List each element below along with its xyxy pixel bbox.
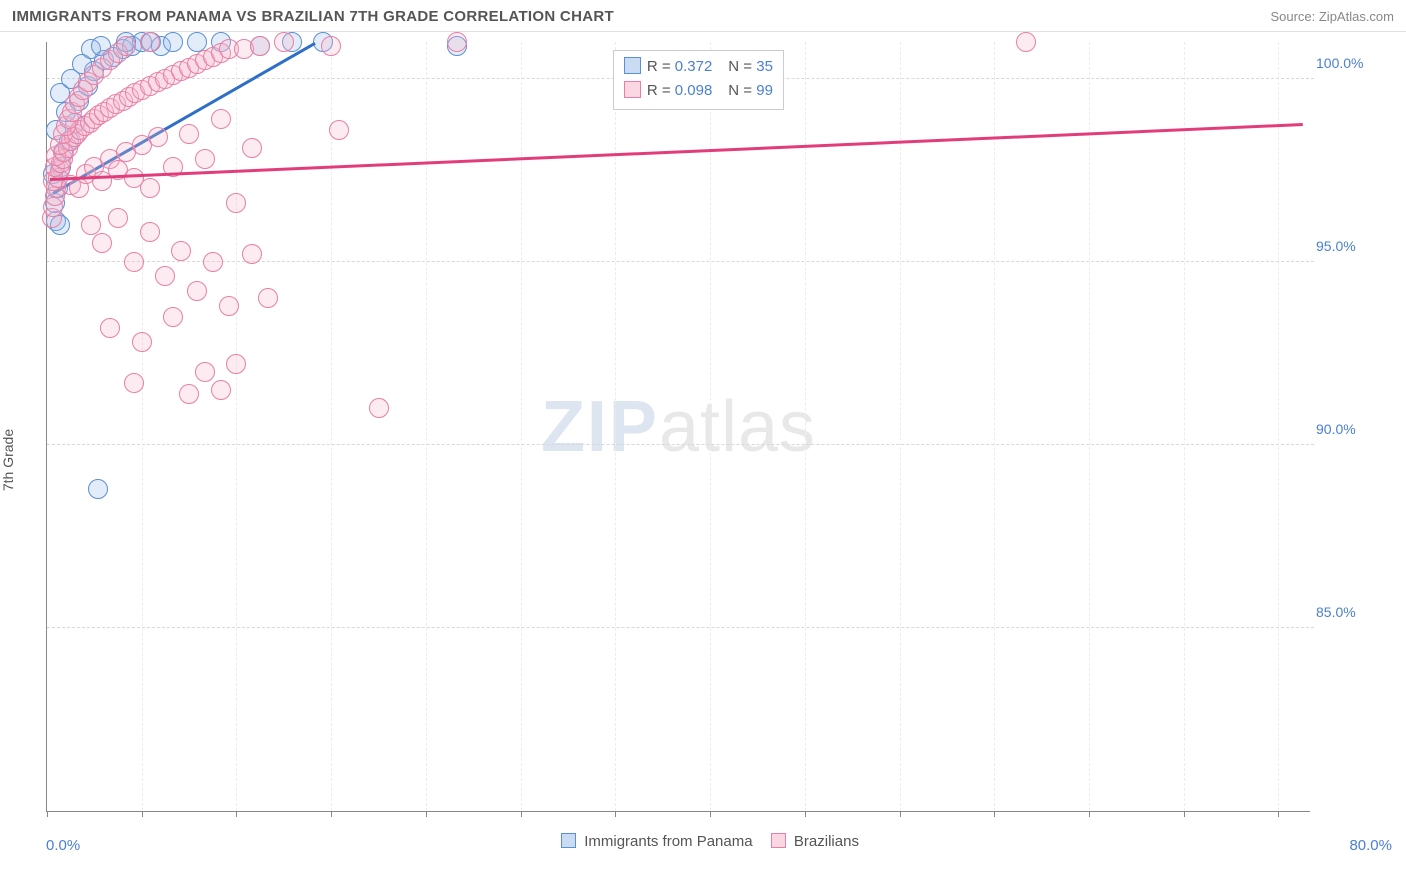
legend-swatch-icon (771, 833, 786, 848)
scatter-point-brazil (1016, 32, 1036, 52)
scatter-point-brazil (100, 318, 120, 338)
scatter-point-brazil (219, 296, 239, 316)
scatter-point-brazil (171, 241, 191, 261)
gridline-v (994, 42, 995, 811)
legend-n-value: 35 (756, 58, 773, 75)
gridline-v (1184, 42, 1185, 811)
scatter-point-brazil (242, 138, 262, 158)
x-tick-mark (805, 811, 806, 817)
chart-area: 7th Grade ZIPatlas 100.0%95.0%90.0%85.0%… (0, 32, 1406, 872)
legend-n-label: N = (728, 58, 756, 75)
scatter-point-brazil (242, 244, 262, 264)
x-tick-mark (1184, 811, 1185, 817)
x-tick-mark (236, 811, 237, 817)
gridline-v (710, 42, 711, 811)
trend-line-brazil (50, 123, 1303, 181)
legend-r-label: R = (647, 58, 675, 75)
scatter-point-brazil (250, 36, 270, 56)
scatter-point-brazil (329, 120, 349, 140)
scatter-point-brazil (211, 380, 231, 400)
y-tick-label: 100.0% (1316, 55, 1396, 71)
legend-r-value: 0.098 (675, 82, 713, 99)
gridline-v (236, 42, 237, 811)
scatter-point-brazil (116, 36, 136, 56)
scatter-point-brazil (140, 178, 160, 198)
scatter-point-brazil (81, 215, 101, 235)
x-tick-mark (521, 811, 522, 817)
scatter-point-brazil (187, 281, 207, 301)
scatter-point-brazil (274, 32, 294, 52)
gridline-v (331, 42, 332, 811)
gridline-v (426, 42, 427, 811)
scatter-point-brazil (226, 193, 246, 213)
chart-source: Source: ZipAtlas.com (1270, 9, 1394, 24)
gridline-v (142, 42, 143, 811)
y-tick-label: 90.0% (1316, 421, 1396, 437)
watermark-atlas: atlas (659, 387, 816, 467)
gridline-v (805, 42, 806, 811)
chart-header: IMMIGRANTS FROM PANAMA VS BRAZILIAN 7TH … (0, 0, 1406, 32)
source-name: ZipAtlas.com (1319, 9, 1394, 24)
scatter-point-panama (88, 479, 108, 499)
scatter-point-brazil (140, 32, 160, 52)
scatter-point-brazil (124, 252, 144, 272)
x-tick-mark (710, 811, 711, 817)
scatter-point-brazil (321, 36, 341, 56)
gridline-v (1278, 42, 1279, 811)
y-axis-label: 7th Grade (0, 429, 16, 491)
legend-series-label: Brazilians (790, 833, 859, 850)
legend-n-value: 99 (756, 82, 773, 99)
x-tick-mark (426, 811, 427, 817)
scatter-point-panama (187, 32, 207, 52)
scatter-point-brazil (148, 127, 168, 147)
legend-stats-row-panama: R = 0.372 N = 35 (624, 55, 773, 79)
scatter-point-brazil (203, 252, 223, 272)
scatter-point-brazil (163, 307, 183, 327)
x-tick-mark (1089, 811, 1090, 817)
scatter-point-brazil (92, 233, 112, 253)
legend-r-value: 0.372 (675, 58, 713, 75)
scatter-point-brazil (258, 288, 278, 308)
legend-stats-box: R = 0.372 N = 35 R = 0.098 N = 99 (613, 50, 784, 110)
scatter-point-brazil (179, 124, 199, 144)
legend-bottom: Immigrants from Panama Brazilians (0, 833, 1406, 850)
watermark: ZIPatlas (541, 386, 816, 468)
gridline-v (1089, 42, 1090, 811)
legend-n-label: N = (728, 82, 756, 99)
x-tick-mark (900, 811, 901, 817)
legend-swatch-icon (624, 57, 641, 74)
scatter-point-panama (163, 32, 183, 52)
chart-title: IMMIGRANTS FROM PANAMA VS BRAZILIAN 7TH … (12, 8, 614, 25)
scatter-point-brazil (369, 398, 389, 418)
plot-region: ZIPatlas 100.0%95.0%90.0%85.0%R = 0.372N… (46, 42, 1310, 812)
y-tick-label: 85.0% (1316, 604, 1396, 620)
watermark-zip: ZIP (541, 387, 659, 467)
scatter-point-brazil (132, 332, 152, 352)
x-tick-mark (47, 811, 48, 817)
scatter-point-brazil (140, 222, 160, 242)
scatter-point-brazil (195, 149, 215, 169)
scatter-point-brazil (447, 32, 467, 52)
scatter-point-brazil (195, 362, 215, 382)
scatter-point-brazil (108, 208, 128, 228)
scatter-point-brazil (155, 266, 175, 286)
x-tick-mark (1278, 811, 1279, 817)
legend-series-label: Immigrants from Panama (580, 833, 757, 850)
legend-swatch-icon (624, 81, 641, 98)
x-tick-mark (142, 811, 143, 817)
legend-swatch-icon (561, 833, 576, 848)
x-tick-mark (331, 811, 332, 817)
gridline-v (615, 42, 616, 811)
y-tick-label: 95.0% (1316, 238, 1396, 254)
source-prefix: Source: (1270, 9, 1318, 24)
legend-r-label: R = (647, 82, 675, 99)
legend-stats-row-brazil: R = 0.098 N = 99 (624, 79, 773, 103)
gridline-v (900, 42, 901, 811)
scatter-point-brazil (179, 384, 199, 404)
scatter-point-brazil (124, 373, 144, 393)
scatter-point-brazil (211, 109, 231, 129)
scatter-point-brazil (226, 354, 246, 374)
x-tick-mark (994, 811, 995, 817)
x-tick-mark (615, 811, 616, 817)
